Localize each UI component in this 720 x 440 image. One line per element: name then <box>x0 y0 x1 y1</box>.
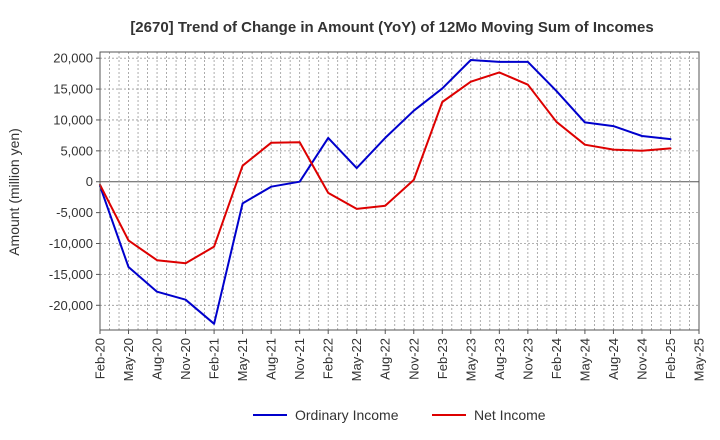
y-tick-label: 10,000 <box>53 112 93 127</box>
x-tick-label: May-25 <box>692 338 707 381</box>
chart-title: [2670] Trend of Change in Amount (YoY) o… <box>130 19 653 36</box>
x-tick-label: Feb-21 <box>207 338 222 379</box>
x-tick-label: Feb-23 <box>435 338 450 379</box>
legend-label: Net Income <box>474 407 546 423</box>
legend-label: Ordinary Income <box>295 407 399 423</box>
series-line-ordinary-income <box>99 59 672 325</box>
x-tick-label: Feb-22 <box>321 338 336 379</box>
plot-frame <box>99 51 700 331</box>
legend: Ordinary Income Net Income <box>253 407 546 423</box>
y-tick-label: -10,000 <box>49 236 93 251</box>
y-tick-label: -20,000 <box>49 298 93 313</box>
x-tick-label: Feb-24 <box>549 338 564 379</box>
x-tick-label: May-20 <box>121 338 136 381</box>
x-tick-label: Aug-22 <box>378 338 393 380</box>
y-tick-label: -5,000 <box>56 205 93 220</box>
y-tick-label: 0 <box>86 174 93 189</box>
y-axis: 20,000 15,000 10,000 5,000 0 -5,000 -10,000 -15… <box>49 51 100 313</box>
series-group <box>99 59 672 325</box>
grid <box>100 52 699 330</box>
x-tick-label: May-22 <box>349 338 364 381</box>
x-tick-label: Nov-21 <box>292 338 307 380</box>
x-tick-label: Aug-21 <box>264 338 279 380</box>
y-tick-label: 5,000 <box>60 143 93 158</box>
series-line-net-income <box>99 71 672 265</box>
plot-area <box>100 52 699 330</box>
x-tick-label: Feb-25 <box>663 338 678 379</box>
x-axis: Feb-20 May-20 Aug-20 Nov-20 Feb-21 May-21 Aug-… <box>93 330 707 381</box>
y-tick-label: 15,000 <box>53 82 93 97</box>
x-tick-label: Feb-20 <box>93 338 108 379</box>
x-tick-label: Nov-22 <box>406 338 421 380</box>
y-axis-title: Amount (million yen) <box>6 128 22 256</box>
x-tick-label: Nov-24 <box>634 338 649 380</box>
x-tick-label: May-23 <box>463 338 478 381</box>
x-tick-label: Aug-20 <box>150 338 165 380</box>
x-tick-label: Aug-24 <box>606 338 621 380</box>
x-tick-label: May-21 <box>235 338 250 381</box>
y-tick-label: 20,000 <box>53 51 93 66</box>
x-tick-label: Aug-23 <box>492 338 507 380</box>
y-tick-label: -15,000 <box>49 267 93 282</box>
x-tick-label: May-24 <box>577 338 592 381</box>
x-tick-label: Nov-23 <box>520 338 535 380</box>
x-tick-label: Nov-20 <box>178 338 193 380</box>
